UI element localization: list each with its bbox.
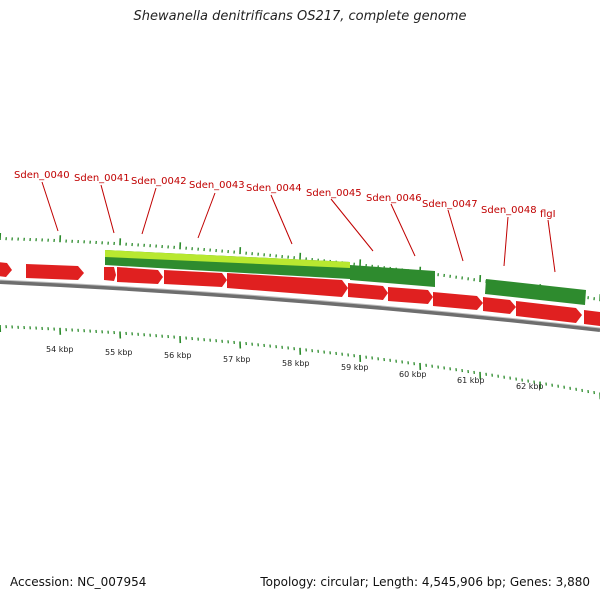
kbp-label: 60 kbp xyxy=(399,370,427,379)
kbp-label: 57 kbp xyxy=(223,355,251,364)
genome-backbone xyxy=(0,280,600,332)
callout-line xyxy=(100,184,115,234)
gene-label-sden-0045[interactable]: Sden_0045 xyxy=(306,188,362,199)
kbp-label: 61 kbp xyxy=(457,376,485,385)
gene-arrow[interactable] xyxy=(26,264,84,280)
callout-line xyxy=(547,219,556,273)
gene-arrow[interactable] xyxy=(483,297,516,314)
callout-line xyxy=(330,198,374,252)
inner-tick-ruler xyxy=(0,324,600,400)
cds-track xyxy=(105,250,586,305)
gene-arrow[interactable] xyxy=(433,292,483,310)
gene-label-sden-0042[interactable]: Sden_0042 xyxy=(131,176,187,187)
gene-label-sden-0040[interactable]: Sden_0040 xyxy=(14,170,70,181)
gene-label-sden-0048[interactable]: Sden_0048 xyxy=(481,205,537,216)
gene-arrow-track xyxy=(0,262,600,326)
gene-callouts xyxy=(41,181,556,273)
gene-labels: Sden_0040 Sden_0041 Sden_0042 Sden_0043 … xyxy=(14,170,556,220)
gene-label-flgi[interactable]: flgI xyxy=(540,209,556,220)
kbp-label: 58 kbp xyxy=(282,359,310,368)
kbp-label: 54 kbp xyxy=(46,345,74,354)
map-title: Shewanella denitrificans OS217, complete… xyxy=(133,9,467,24)
cds-block-long-highlight xyxy=(105,250,350,268)
kbp-label: 62 kbp xyxy=(516,382,544,391)
genome-backbone-highlight xyxy=(0,279,600,329)
genome-stats-label: Topology: circular; Length: 4,545,906 bp… xyxy=(260,575,590,589)
cds-block-right[interactable] xyxy=(485,279,586,305)
cds-block-mid[interactable] xyxy=(350,265,435,287)
callout-line xyxy=(390,203,416,257)
gene-arrow[interactable] xyxy=(104,267,116,281)
kbp-label: 56 kbp xyxy=(164,351,192,360)
kbp-scale-labels: 54 kbp 55 kbp 56 kbp 57 kbp 58 kbp 59 kb… xyxy=(46,345,544,391)
gene-arrow[interactable] xyxy=(117,267,163,284)
gene-label-sden-0047[interactable]: Sden_0047 xyxy=(422,199,478,210)
gene-arrow[interactable] xyxy=(0,262,12,277)
callout-line xyxy=(197,192,216,239)
kbp-label: 55 kbp xyxy=(105,348,133,357)
callout-line xyxy=(270,194,293,245)
gene-label-sden-0046[interactable]: Sden_0046 xyxy=(366,193,422,204)
gene-arrow[interactable] xyxy=(388,287,433,304)
callout-line xyxy=(447,209,464,262)
kbp-label: 59 kbp xyxy=(341,363,369,372)
callout-line xyxy=(503,216,509,267)
gene-arrow[interactable] xyxy=(516,301,582,323)
callout-line xyxy=(141,187,157,235)
callout-line xyxy=(41,181,59,232)
gene-arrow[interactable] xyxy=(584,310,600,326)
gene-arrow[interactable] xyxy=(227,273,348,297)
gene-label-sden-0043[interactable]: Sden_0043 xyxy=(189,180,245,191)
accession-label: Accession: NC_007954 xyxy=(10,575,147,589)
gene-label-sden-0041[interactable]: Sden_0041 xyxy=(74,173,130,184)
gene-arrow[interactable] xyxy=(164,270,227,287)
gene-label-sden-0044[interactable]: Sden_0044 xyxy=(246,183,302,194)
gene-arrow[interactable] xyxy=(348,283,388,300)
